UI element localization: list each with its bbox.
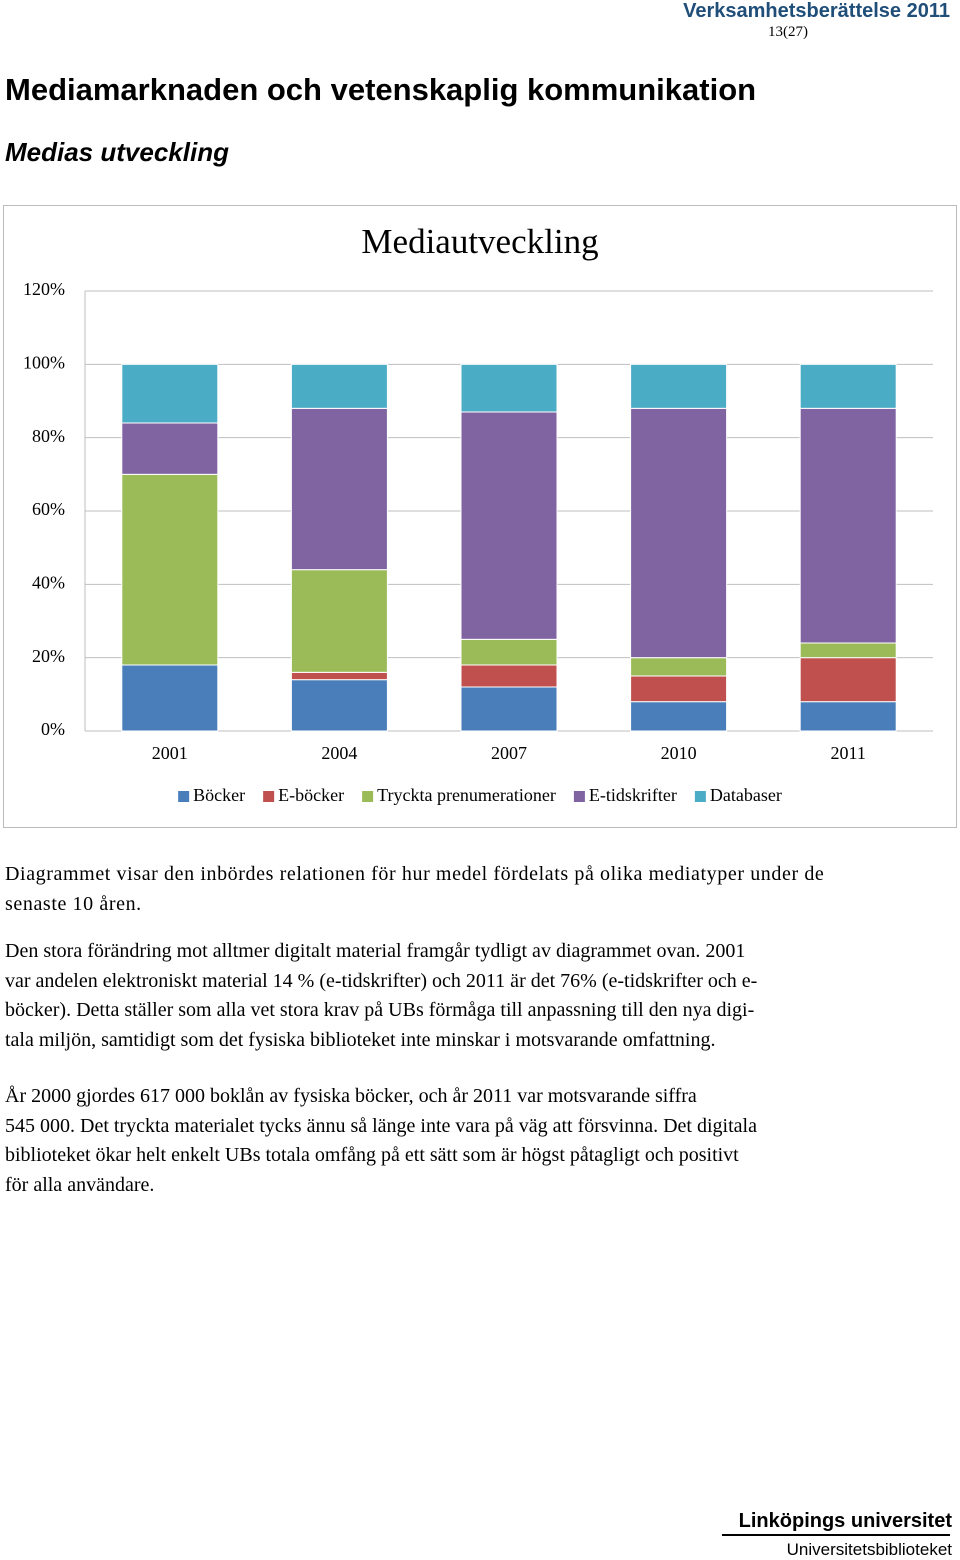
y-tick-label: 100% <box>23 352 65 372</box>
bar-segment <box>460 363 558 413</box>
y-tick-label: 0% <box>41 719 65 739</box>
text-line: böcker). Detta ställer som alla vet stor… <box>5 999 755 1021</box>
text-line: 545 000. Det tryckta materialet tycks än… <box>5 1114 757 1137</box>
bar-segment <box>630 701 728 732</box>
text-line: År 2000 gjordes 617 000 boklån av fysisk… <box>5 1085 697 1107</box>
paragraph: Diagrammet visar den inbördes relationen… <box>5 860 824 919</box>
legend-marker <box>263 791 275 802</box>
paragraph: År 2000 gjordes 617 000 boklån av fysisk… <box>5 1082 757 1200</box>
legend-marker <box>694 791 706 802</box>
bar-segment <box>630 407 728 659</box>
y-tick-label: 20% <box>32 646 65 666</box>
bar-segment <box>460 664 558 688</box>
bar-segment <box>121 363 219 424</box>
bar-segment <box>460 411 558 640</box>
chart-title: Mediautveckling <box>361 222 598 261</box>
legend-marker <box>573 791 585 802</box>
bar-segment <box>290 569 388 673</box>
page-number: 13(27) <box>768 24 808 40</box>
x-tick-label: 2011 <box>831 743 866 763</box>
legend-label: Tryckta prenumerationer <box>377 785 556 805</box>
legend-marker <box>178 791 190 802</box>
bar-segment <box>799 407 897 644</box>
x-tick-label: 2004 <box>321 743 357 763</box>
text-line: var andelen elektroniskt material 14 % (… <box>5 969 758 992</box>
text-line: biblioteket ökar helt enkelt UBs totala … <box>5 1144 739 1166</box>
legend-marker <box>362 791 374 802</box>
bar-segment <box>799 363 897 409</box>
x-tick-label: 2007 <box>491 743 527 763</box>
text-line: senaste 10 åren. <box>5 892 142 915</box>
bar-segment <box>630 675 728 703</box>
y-tick-label: 60% <box>32 499 65 519</box>
bar-segment <box>121 473 219 666</box>
text-line: för alla användare. <box>5 1173 155 1196</box>
bar-segment <box>630 657 728 677</box>
bar-segment <box>799 701 897 732</box>
legend-label: Böcker <box>193 785 245 805</box>
text-line: tala miljön, samtidigt som det fysiska b… <box>5 1028 716 1051</box>
chart: Mediautveckling 0% 20% 40% 60% 80% 100% 120% 20… <box>3 205 957 828</box>
bar-segment <box>290 407 388 571</box>
bar-segment <box>290 363 388 409</box>
report-name: Verksamhetsberättelse 2011 <box>683 0 950 22</box>
legend-label: E-tidskrifter <box>589 785 677 805</box>
heading: Mediamarknaden och vetenskaplig kommunik… <box>5 72 757 107</box>
bar-segment <box>799 642 897 659</box>
text-line: Diagrammet visar den inbördes relationen… <box>5 863 825 885</box>
x-tick-label: 2010 <box>661 743 697 763</box>
legend-label: E-böcker <box>278 785 344 805</box>
y-tick-label: 120% <box>23 279 65 299</box>
y-tick-label: 80% <box>32 426 65 446</box>
department: Universitetsbiblioteket <box>786 1540 952 1559</box>
paragraph: Den stora förändring mot alltmer digital… <box>5 937 757 1055</box>
bar-segment <box>630 363 728 409</box>
x-tick-label: 2001 <box>152 743 188 763</box>
bar-segment <box>460 686 558 732</box>
subheading: Medias utveckling <box>5 137 229 167</box>
university: Linköpings universitet <box>738 1510 952 1532</box>
bar-segment <box>799 657 897 703</box>
y-tick-label: 40% <box>32 572 65 592</box>
bar-segment <box>460 638 558 666</box>
bar-segment <box>290 679 388 732</box>
text-line: Den stora förändring mot alltmer digital… <box>5 940 746 962</box>
bar-segment <box>121 422 219 475</box>
footer-rule <box>722 1534 950 1536</box>
legend-label: Databaser <box>710 785 782 805</box>
bar-segment <box>290 671 388 681</box>
bar-segment <box>121 664 219 732</box>
